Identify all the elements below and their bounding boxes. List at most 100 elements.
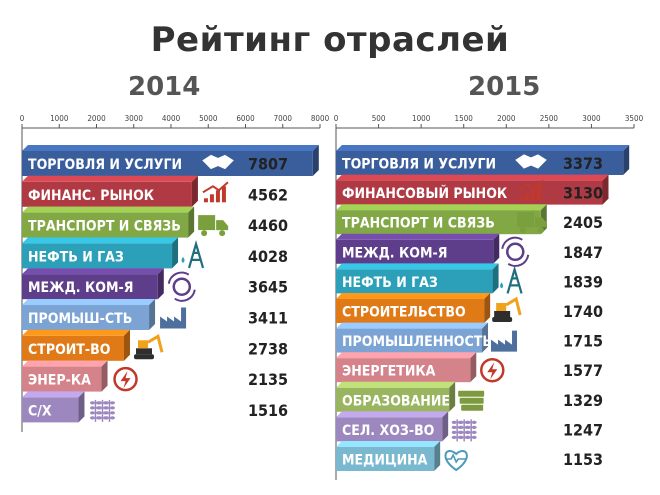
category-label: ТРАНСПОРТ И СВЯЗЬ (342, 216, 495, 232)
bar (336, 210, 541, 235)
value-label: 2135 (248, 370, 288, 389)
bar (22, 335, 124, 361)
value-label: 4460 (248, 216, 288, 235)
bar-top-face (336, 411, 449, 418)
value-label: 3373 (563, 154, 603, 173)
bar-top-face (22, 237, 179, 244)
bar (336, 358, 471, 383)
category-label: МЕДИЦИНА (342, 453, 428, 469)
x-tick-label: 0 (334, 114, 339, 123)
bar-top-face (22, 329, 130, 336)
bar (336, 328, 483, 353)
handshake-icon (515, 154, 547, 169)
x-tick-label: 1000 (50, 114, 69, 123)
value-label: 4562 (248, 185, 288, 204)
bar (22, 366, 102, 392)
bar (22, 243, 173, 269)
value-label: 2405 (563, 213, 603, 232)
x-tick-label: 3000 (125, 114, 144, 123)
bar-top-face (22, 299, 156, 305)
bar-side-face (123, 329, 130, 361)
bar-row: ФИНАНСОВЫЙ РЫНОК 3130 (336, 174, 609, 205)
excavator-icon (492, 296, 522, 322)
bar-side-face (449, 381, 456, 412)
bar-row: НЕФТЬ И ГАЗ 4028 (22, 237, 288, 269)
heart-pulse-icon (444, 450, 468, 472)
chart-2014-title: 2014 (128, 72, 201, 102)
bar (22, 305, 150, 330)
wheat-icon (451, 419, 477, 442)
category-label: ФИНАНС. РЫНОК (28, 188, 155, 204)
x-tick-label: 0 (20, 114, 25, 123)
bar-top-face (22, 391, 85, 398)
bar-top-face (336, 174, 609, 181)
bar-top-face (336, 293, 491, 299)
oil-tower-icon (500, 265, 523, 294)
bar-top-face (22, 206, 195, 213)
category-label: ТОРГОВЛЯ И УСЛУГИ (342, 157, 496, 173)
value-label: 1516 (248, 401, 288, 420)
bar-side-face (470, 352, 477, 383)
bar-row: СТРОИТ-ВО 2738 (22, 329, 288, 361)
bar-side-face (191, 175, 198, 207)
bar (336, 180, 603, 205)
wheat-icon (89, 399, 115, 422)
truck-icon (198, 215, 229, 237)
category-label: ТРАНСПОРТ И СВЯЗЬ (28, 219, 181, 235)
x-tick-label: 2000 (497, 114, 516, 123)
bar (22, 397, 79, 423)
value-label: 4028 (248, 247, 288, 266)
category-label: ФИНАНСОВЫЙ РЫНОК (342, 185, 508, 202)
value-label: 1577 (563, 361, 603, 380)
bar-top-face (22, 145, 319, 151)
category-label: МЕЖД. КОМ-Я (28, 280, 133, 296)
category-label: ПРОМЫШ-СТЬ (28, 311, 132, 327)
x-tick-label: 500 (372, 114, 386, 123)
bar-side-face (312, 145, 319, 176)
x-tick-label: 1000 (412, 114, 431, 123)
category-label: ЭНЕР-КА (28, 373, 91, 389)
category-label: ПРОМЫШЛЕННОСТЬ (342, 334, 492, 350)
plot-area: 0 500 1000 1500 2000 2500 3000 3500 ТОРГОВЛЯ И У… (334, 114, 644, 480)
bar-side-face (492, 263, 499, 294)
oil-tower-icon (181, 239, 205, 269)
bar-top-face (336, 204, 547, 211)
bar-row: ТОРГОВЛЯ И УСЛУГИ 3373 (336, 145, 630, 175)
bar-top-face (336, 441, 441, 447)
bar-row: ПРОМЫШ-СТЬ 3411 (22, 299, 288, 330)
x-tick-label: 7000 (274, 114, 293, 123)
bar-top-face (22, 268, 164, 275)
bar (336, 269, 493, 294)
factory-icon (491, 330, 518, 352)
value-label: 1740 (563, 302, 603, 321)
bar-row: ПРОМЫШЛЕННОСТЬ 1715 (336, 322, 603, 353)
bar (336, 387, 450, 412)
x-tick-label: 3500 (625, 114, 644, 123)
excavator-icon (133, 333, 164, 360)
bar (336, 151, 624, 175)
category-label: ТОРГОВЛЯ И УСЛУГИ (28, 157, 182, 173)
bar-row: НЕФТЬ И ГАЗ 1839 (336, 263, 603, 294)
value-label: 3411 (248, 309, 288, 328)
x-tick-label: 5000 (199, 114, 218, 123)
bar-top-face (336, 352, 477, 359)
bar-side-face (188, 206, 195, 238)
value-label: 1247 (563, 420, 603, 439)
bar-top-face (336, 145, 630, 151)
bar-side-face (493, 233, 500, 264)
bar-top-face (336, 263, 499, 270)
x-tick-label: 2000 (87, 114, 106, 123)
value-label: 1839 (563, 272, 603, 291)
bar-row: ЭНЕР-КА 2135 (22, 360, 288, 392)
globe-exchange-icon (167, 271, 196, 302)
bar-top-face (336, 381, 456, 388)
x-tick-label: 4000 (162, 114, 181, 123)
value-label: 7807 (248, 155, 288, 174)
plot-area: 0 1000 2000 3000 4000 5000 6000 7000 8000 ТОРГОВЛ… (20, 114, 330, 432)
bar-top-face (336, 322, 489, 329)
lightning-icon (480, 357, 505, 383)
bar (22, 151, 313, 176)
value-label: 1153 (563, 450, 603, 469)
